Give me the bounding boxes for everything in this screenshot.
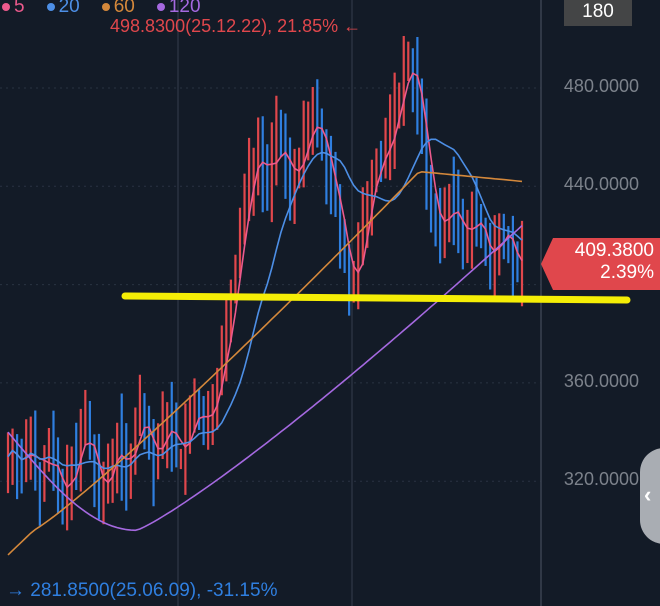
y-axis-label-320: 320.0000 xyxy=(563,469,639,489)
period-button[interactable]: 180 xyxy=(564,0,632,26)
legend-ma5[interactable]: 5 xyxy=(2,0,25,18)
current-change: 2.39% xyxy=(600,262,654,283)
ma5-dot-icon xyxy=(2,3,10,11)
side-panel-handle[interactable]: ‹ xyxy=(640,448,660,544)
legend-ma5-label: 5 xyxy=(14,0,25,17)
ma60-dot-icon xyxy=(101,3,110,11)
y-axis-label-360: 360.0000 xyxy=(563,371,639,391)
price-tag-shape xyxy=(541,238,660,290)
max-price-annotation: 498.8300(25.12.22), 21.85% ← xyxy=(110,16,362,36)
y-axis-label-480: 480.0000 xyxy=(563,76,639,96)
legend-ma20-label: 20 xyxy=(58,0,80,17)
ma20-dot-icon xyxy=(46,3,55,11)
chevron-left-icon: ‹ xyxy=(644,482,652,507)
min-price-annotation: → 281.8500(25.06.09), -31.15% xyxy=(6,580,278,601)
ma-legend: 5 20 60 120 xyxy=(2,0,201,18)
ma120-dot-icon xyxy=(156,3,165,11)
legend-ma60[interactable]: 60 xyxy=(101,0,135,18)
y-axis-label-440: 440.0000 xyxy=(563,174,639,194)
legend-ma120[interactable]: 120 xyxy=(156,0,201,18)
current-price-tag: 409.3800 2.39% xyxy=(541,238,660,290)
legend-ma20[interactable]: 20 xyxy=(46,0,80,18)
legend-ma120-label: 120 xyxy=(168,0,201,17)
legend-ma60-label: 60 xyxy=(113,0,135,17)
current-price: 409.3800 xyxy=(574,240,654,261)
